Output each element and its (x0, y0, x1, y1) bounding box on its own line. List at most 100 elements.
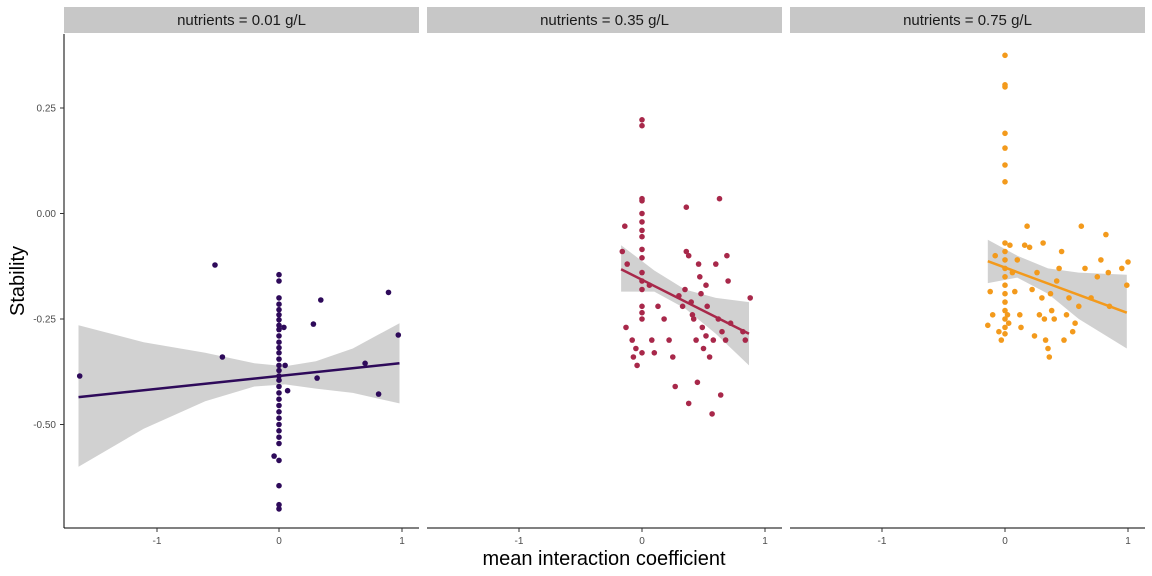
data-point (276, 333, 282, 339)
data-point (1007, 242, 1013, 248)
data-point (639, 246, 645, 253)
facet-strip-label: nutrients = 0.75 g/L (903, 12, 1032, 29)
data-point (719, 328, 725, 335)
data-point (1053, 278, 1060, 284)
data-point (703, 333, 709, 339)
data-point (630, 354, 637, 360)
data-point (362, 360, 368, 367)
data-point (276, 322, 282, 329)
data-point (1002, 299, 1008, 305)
data-point (666, 337, 672, 343)
data-point (651, 350, 658, 356)
data-point (639, 227, 645, 234)
data-point (1002, 290, 1008, 297)
data-point (709, 411, 715, 417)
data-point (276, 362, 282, 369)
data-point (633, 345, 639, 352)
data-point (276, 396, 282, 403)
data-point (629, 337, 635, 343)
data-point (623, 324, 629, 331)
data-point (1042, 337, 1049, 343)
data-point (992, 252, 998, 259)
data-point (634, 362, 640, 369)
data-point (683, 204, 690, 210)
data-point (639, 303, 645, 310)
data-point (1002, 307, 1008, 314)
data-point (1040, 240, 1046, 246)
x-tick-label: 0 (639, 536, 645, 547)
data-point (1124, 282, 1130, 289)
data-point (276, 339, 282, 346)
data-point (989, 312, 996, 318)
data-point (722, 337, 729, 343)
data-point (314, 375, 320, 381)
data-point (639, 286, 645, 293)
data-point (1002, 248, 1008, 255)
data-point (1002, 84, 1008, 90)
data-point (639, 210, 645, 217)
confidence-band (78, 323, 400, 467)
facet-strip (64, 7, 419, 33)
data-point (725, 278, 731, 284)
data-point (619, 248, 626, 255)
data-point (1012, 288, 1018, 295)
data-point (716, 195, 723, 202)
data-point (639, 219, 645, 225)
data-point (281, 324, 287, 331)
data-point (282, 362, 288, 369)
data-point (985, 322, 991, 329)
data-point (1031, 333, 1038, 339)
data-point (682, 286, 688, 293)
data-point (276, 421, 282, 428)
x-tick-label: 1 (762, 536, 768, 547)
data-point (1103, 231, 1109, 238)
data-point (1002, 274, 1008, 280)
data-point (655, 303, 661, 310)
data-point (395, 332, 402, 338)
data-point (661, 316, 667, 322)
data-point (987, 288, 993, 295)
data-point (1002, 282, 1008, 289)
data-point (1029, 286, 1035, 293)
data-point (276, 317, 282, 323)
data-point (276, 356, 282, 362)
data-point (276, 383, 282, 390)
data-point (271, 453, 277, 459)
data-point (1098, 257, 1104, 263)
data-point (1002, 179, 1008, 185)
y-axis-title: Stability (7, 246, 29, 316)
panels-layer: nutrients = 0.01 g/L nutrients = 0.35 g/L… (64, 7, 1145, 529)
data-point (212, 262, 218, 268)
data-point (1125, 259, 1131, 265)
data-point (683, 248, 690, 255)
data-point (1069, 328, 1076, 335)
data-point (724, 252, 730, 259)
panel-1-x-ticks: -1 0 1 (153, 528, 405, 547)
data-point (690, 316, 697, 322)
data-point (276, 390, 282, 396)
data-point (679, 303, 686, 310)
data-point (1119, 265, 1125, 272)
data-point (685, 400, 692, 407)
data-point (713, 261, 719, 267)
data-point (1036, 312, 1043, 318)
data-point (276, 409, 282, 415)
data-point (276, 271, 282, 278)
facet-strip-label: nutrients = 0.35 g/L (540, 12, 669, 29)
data-point (1002, 324, 1008, 331)
data-point (639, 309, 645, 316)
data-point (639, 254, 645, 261)
data-point (672, 383, 678, 390)
data-point (1045, 345, 1051, 352)
data-point (276, 344, 282, 351)
data-point (695, 261, 702, 267)
data-point (276, 440, 282, 447)
data-point (1034, 269, 1040, 276)
data-point (698, 290, 704, 297)
data-point (276, 295, 282, 301)
data-point (639, 269, 645, 276)
data-point (276, 457, 282, 464)
panel-1: nutrients = 0.01 g/L (64, 7, 419, 529)
regression-line (78, 362, 400, 399)
data-point (649, 337, 655, 343)
